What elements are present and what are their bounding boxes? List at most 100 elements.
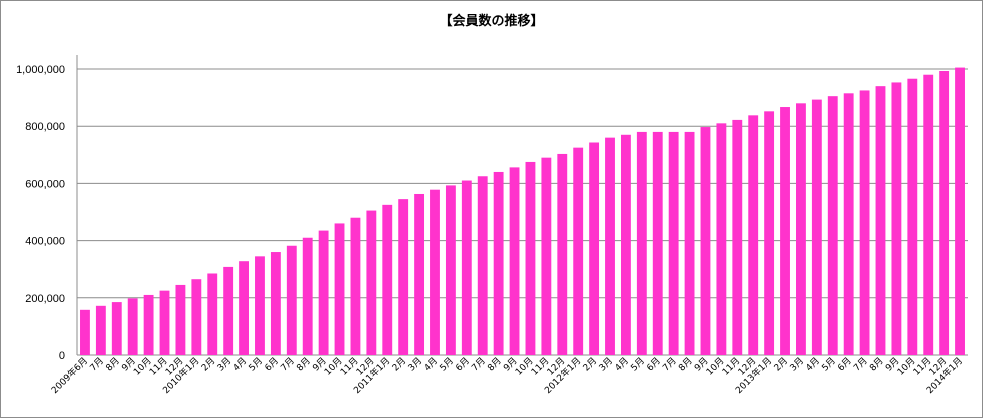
- x-tick-label: 8月: [486, 355, 504, 373]
- bar: [239, 261, 249, 355]
- bar: [95, 305, 106, 355]
- bar: [748, 115, 759, 355]
- bar: [732, 119, 743, 356]
- x-tick-label: 10月: [704, 355, 726, 377]
- bar: [143, 294, 154, 355]
- x-tick-label: 8月: [676, 355, 694, 373]
- x-tick-label: 3月: [215, 355, 233, 373]
- x-tick-label: 5月: [820, 355, 838, 373]
- x-tick-label: 5月: [629, 355, 647, 373]
- bar: [891, 82, 902, 355]
- bar: [414, 193, 425, 355]
- x-tick-label: 2月: [772, 355, 790, 373]
- x-tick-label: 2月: [199, 355, 217, 373]
- x-tick-label: 7月: [88, 355, 106, 373]
- x-tick-label: 11月: [147, 355, 169, 377]
- x-tick-label: 7月: [279, 355, 297, 373]
- bar: [191, 279, 202, 355]
- bar: [80, 309, 90, 355]
- bar: [668, 131, 679, 355]
- x-tick-label: 3月: [597, 355, 615, 373]
- bar: [796, 103, 806, 355]
- x-tick-label: 3月: [788, 355, 806, 373]
- bar: [223, 266, 234, 355]
- bar: [111, 302, 122, 355]
- bar: [318, 230, 329, 355]
- x-tick-label: 7月: [470, 355, 488, 373]
- bar: [764, 111, 775, 355]
- x-tick-label: 6月: [645, 355, 663, 373]
- bar: [716, 123, 727, 355]
- x-tick-label: 5月: [247, 355, 265, 373]
- x-tick-label: 4月: [804, 355, 822, 373]
- bar: [525, 161, 536, 355]
- bar: [430, 189, 440, 355]
- bar: [127, 298, 138, 355]
- x-tick-label: 6月: [263, 355, 281, 373]
- bar: [398, 199, 409, 355]
- bar: [382, 204, 393, 355]
- x-tick-label: 3月: [406, 355, 424, 373]
- bar: [509, 167, 520, 355]
- bar: [477, 176, 488, 355]
- x-tick-label: 2月: [390, 355, 408, 373]
- bar: [270, 252, 281, 355]
- bar: [573, 147, 584, 355]
- x-tick-label: 11月: [911, 355, 933, 377]
- x-tick-label: 4月: [613, 355, 631, 373]
- x-tick-label: 5月: [438, 355, 456, 373]
- x-tick-label: 10月: [131, 355, 153, 377]
- y-tick-labels: 0 200,000 400,000 600,000 800,000 1,000,000: [16, 64, 65, 362]
- bar: [334, 223, 345, 355]
- bar: [875, 86, 886, 355]
- bar: [923, 74, 934, 355]
- bar: [827, 96, 838, 356]
- bars: [80, 67, 965, 356]
- chart-title: 【会員数の推移】: [439, 14, 544, 29]
- x-tick-label: 4月: [231, 355, 249, 373]
- x-tick-label: 10月: [513, 355, 535, 377]
- bar: [955, 67, 965, 355]
- x-tick-label: 8月: [104, 355, 122, 373]
- x-tick-label: 7月: [852, 355, 870, 373]
- y-tick-label: 400,000: [25, 236, 65, 248]
- bar: [684, 131, 695, 355]
- bar: [286, 245, 297, 355]
- x-tick-label: 11月: [338, 355, 360, 377]
- bar: [366, 210, 377, 355]
- y-tick-label: 1,000,000: [16, 64, 65, 76]
- x-tick-label: 10月: [322, 355, 344, 377]
- bar: [350, 217, 361, 355]
- y-tick-label: 600,000: [25, 178, 65, 190]
- bar: [493, 171, 504, 355]
- x-tick-label: 2月: [581, 355, 599, 373]
- bar: [461, 180, 472, 355]
- x-tick-label: 11月: [720, 355, 742, 377]
- x-tick-label: 10月: [895, 355, 917, 377]
- bar: [255, 256, 265, 355]
- bar: [445, 185, 456, 355]
- bar: [780, 107, 790, 356]
- y-tick-label: 0: [59, 350, 65, 362]
- x-tick-label: 6月: [454, 355, 472, 373]
- bar: [175, 284, 186, 355]
- bar: [605, 137, 615, 355]
- x-tick-label: 11月: [529, 355, 551, 377]
- bar: [811, 99, 822, 356]
- x-tick-label: 6月: [836, 355, 854, 373]
- bar: [557, 153, 568, 355]
- bar: [859, 90, 870, 355]
- bar: [843, 93, 854, 355]
- x-tick-label: 2009年6月: [49, 355, 90, 396]
- bar: [907, 78, 918, 355]
- y-tick-label: 200,000: [25, 293, 65, 305]
- bar: [700, 127, 711, 355]
- bar: [159, 290, 170, 355]
- x-tick-label: 4月: [422, 355, 440, 373]
- bar: [620, 134, 631, 355]
- y-tick-label: 800,000: [25, 121, 65, 133]
- bar: [589, 142, 600, 355]
- bar: [541, 157, 552, 355]
- bar: [636, 131, 647, 355]
